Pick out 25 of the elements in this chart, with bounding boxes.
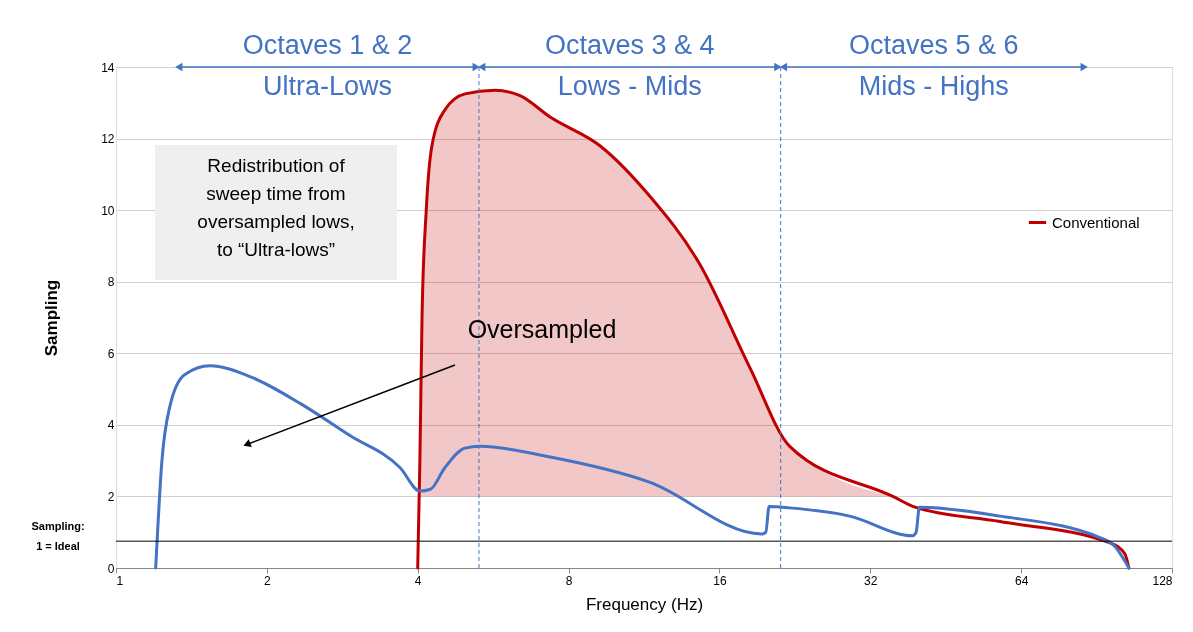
y-tick-label: 6 bbox=[107, 346, 115, 361]
y-axis-title: Sampling bbox=[42, 279, 62, 357]
annotation: Oversampled bbox=[467, 315, 617, 343]
y-tick-label: 12 bbox=[101, 132, 115, 147]
x-tick-label: 128 bbox=[1152, 573, 1173, 588]
x-axis-title: Frequency (Hz) bbox=[585, 594, 704, 614]
x-tick-label: 2 bbox=[264, 573, 272, 588]
annotation: Redistribution of sweep time from oversampled lows, to “Ultra-lows” bbox=[197, 155, 355, 260]
y-tick-label: 4 bbox=[107, 418, 115, 433]
x-tick-label: 64 bbox=[1014, 573, 1029, 588]
annotation: Octaves 3 & 4 Lows - Mids bbox=[545, 30, 715, 101]
legend-label: Conventional bbox=[1052, 213, 1140, 231]
x-tick-label: 16 bbox=[713, 573, 727, 588]
x-tick-label: 1 bbox=[116, 573, 124, 588]
x-tick-label: 4 bbox=[414, 573, 422, 588]
y-tick-label: 10 bbox=[101, 203, 115, 218]
annotation: Octaves 5 & 6 Mids - Highs bbox=[849, 30, 1019, 101]
y-tick-label: 14 bbox=[101, 60, 115, 75]
y-tick-label: 0 bbox=[107, 561, 115, 576]
y-tick-label: 8 bbox=[107, 275, 115, 290]
y-tick-label: 2 bbox=[107, 489, 115, 504]
annotation: Octaves 1 & 2 Ultra-Lows bbox=[242, 30, 413, 101]
x-tick-label: 8 bbox=[565, 573, 573, 588]
x-tick-label: 32 bbox=[864, 573, 878, 588]
ref-line-label: Sampling: 1 = Ideal bbox=[31, 520, 85, 553]
